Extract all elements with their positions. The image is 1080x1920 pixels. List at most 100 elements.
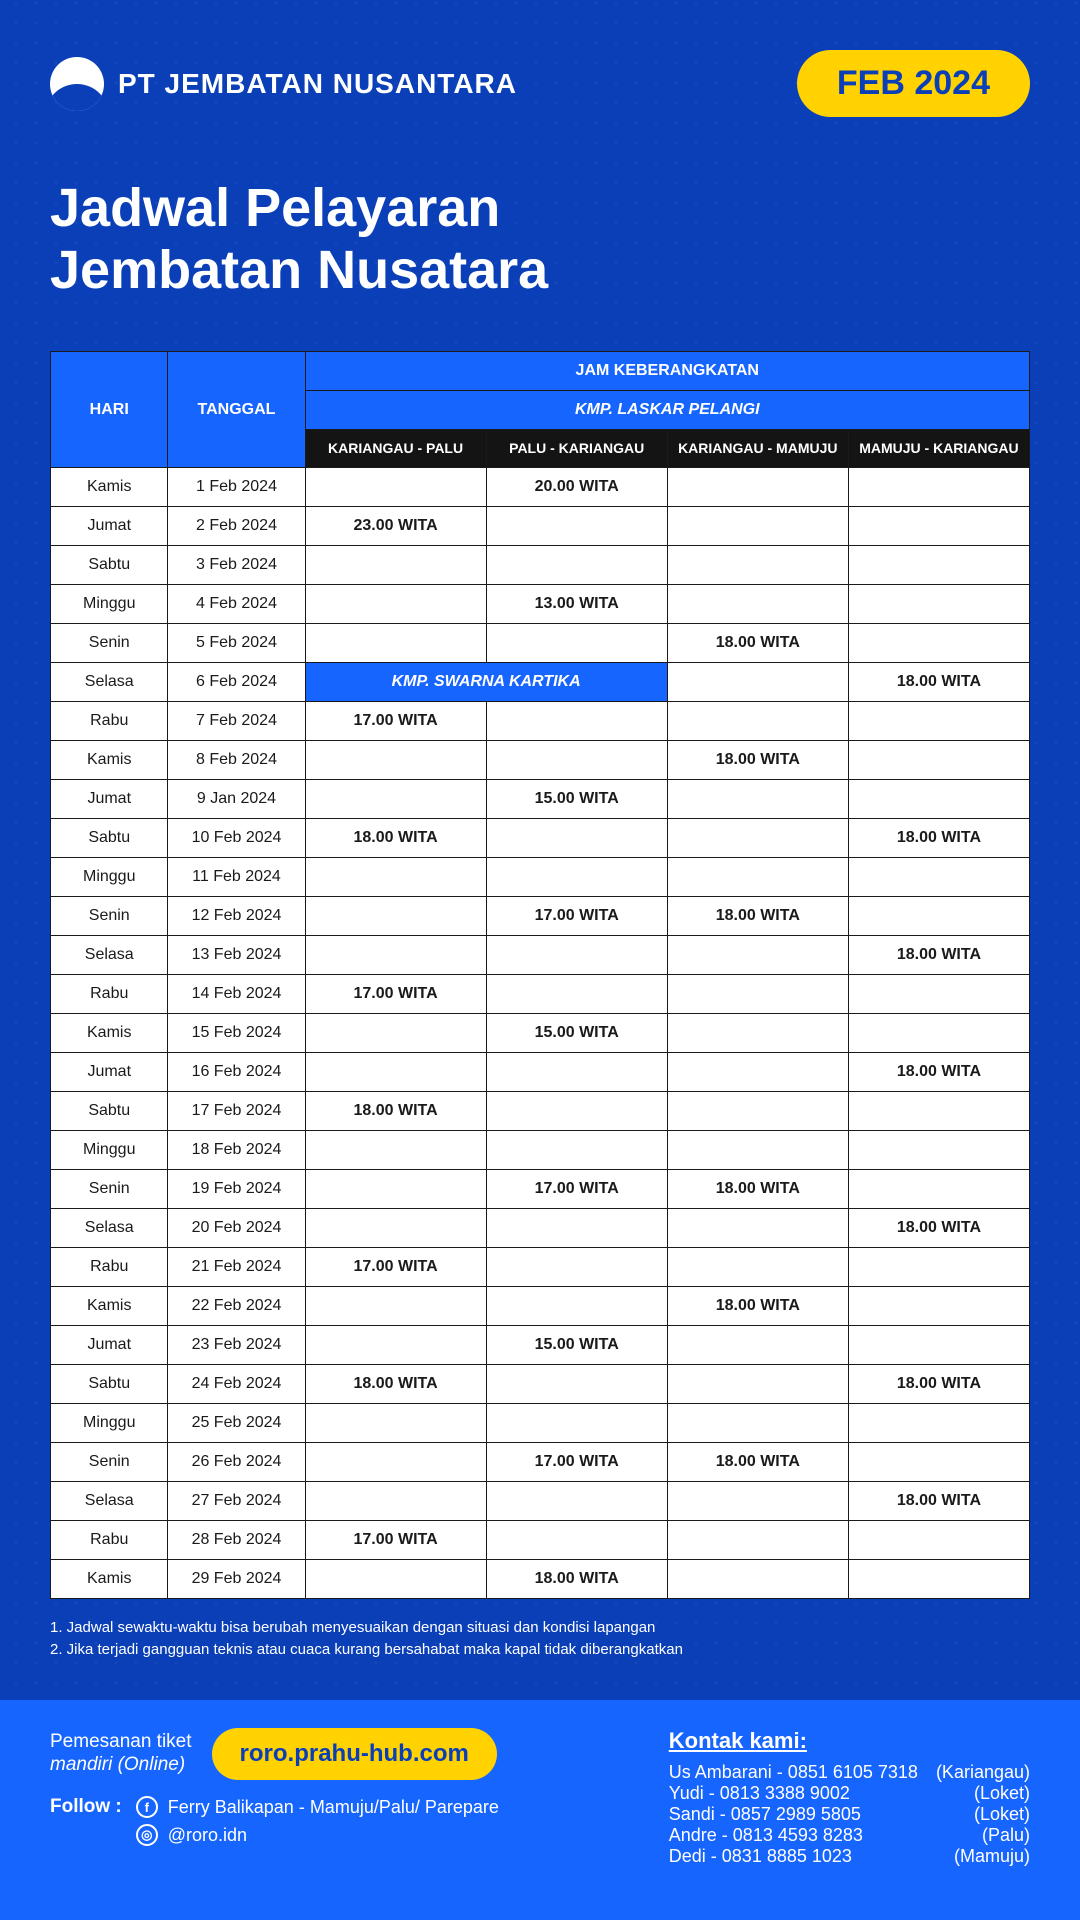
cell-time: [667, 506, 848, 545]
cell-time: [486, 1247, 667, 1286]
cell-time: [848, 896, 1029, 935]
cell-day: Kamis: [51, 467, 168, 506]
instagram-icon: ◎: [136, 1824, 158, 1846]
facebook-link[interactable]: f Ferry Balikapan - Mamuju/Palu/ Parepar…: [136, 1796, 499, 1818]
cell-time: [486, 1481, 667, 1520]
contact-name: Dedi - 0831 8885 1023: [669, 1846, 852, 1867]
cell-day: Sabtu: [51, 818, 168, 857]
cell-time: [667, 974, 848, 1013]
cell-time: [305, 623, 486, 662]
footer-left: Pemesanan tiket mandiri (Online) roro.pr…: [50, 1728, 499, 1892]
cell-time: [486, 740, 667, 779]
contact-location: (Loket): [974, 1783, 1030, 1804]
cell-time: [667, 935, 848, 974]
cell-time: [848, 467, 1029, 506]
table-row: Senin26 Feb 202417.00 WITA18.00 WITA: [51, 1442, 1030, 1481]
cell-date: 19 Feb 2024: [168, 1169, 305, 1208]
hdr-departure: JAM KEBERANGKATAN: [305, 352, 1029, 391]
cell-time: [667, 1052, 848, 1091]
cell-date: 8 Feb 2024: [168, 740, 305, 779]
cell-day: Minggu: [51, 1130, 168, 1169]
cell-time: [848, 974, 1029, 1013]
cell-date: 7 Feb 2024: [168, 701, 305, 740]
cell-time: [848, 623, 1029, 662]
cell-time: [305, 1481, 486, 1520]
cell-date: 29 Feb 2024: [168, 1559, 305, 1598]
cell-time: [848, 1247, 1029, 1286]
table-row: Jumat23 Feb 202415.00 WITA: [51, 1325, 1030, 1364]
cell-day: Rabu: [51, 974, 168, 1013]
cell-time: 17.00 WITA: [486, 896, 667, 935]
cell-time: [667, 1247, 848, 1286]
cell-time: [667, 1364, 848, 1403]
cell-date: 22 Feb 2024: [168, 1286, 305, 1325]
cell-date: 21 Feb 2024: [168, 1247, 305, 1286]
table-row: Sabtu3 Feb 2024: [51, 545, 1030, 584]
cell-date: 3 Feb 2024: [168, 545, 305, 584]
cell-day: Senin: [51, 1442, 168, 1481]
cell-date: 1 Feb 2024: [168, 467, 305, 506]
cell-time: [486, 1208, 667, 1247]
contact-name: Sandi - 0857 2989 5805: [669, 1804, 861, 1825]
contact-row: Dedi - 0831 8885 1023(Mamuju): [669, 1846, 1030, 1867]
cell-time: [667, 662, 848, 701]
cell-time: [848, 1286, 1029, 1325]
table-row: Minggu4 Feb 202413.00 WITA: [51, 584, 1030, 623]
cell-time: [486, 1052, 667, 1091]
contact-row: Andre - 0813 4593 8283(Palu): [669, 1825, 1030, 1846]
cell-time: [305, 935, 486, 974]
facebook-icon: f: [136, 1796, 158, 1818]
cell-time: 18.00 WITA: [486, 1559, 667, 1598]
booking-label: Pemesanan tiket mandiri (Online): [50, 1731, 192, 1777]
table-row: Kamis22 Feb 202418.00 WITA: [51, 1286, 1030, 1325]
cell-time: [667, 857, 848, 896]
cell-time: [305, 584, 486, 623]
cell-day: Selasa: [51, 662, 168, 701]
cell-day: Kamis: [51, 1286, 168, 1325]
cell-time: [848, 1559, 1029, 1598]
note-1: 1. Jadwal sewaktu-waktu bisa berubah men…: [50, 1617, 1030, 1640]
schedule-table: HARI TANGGAL JAM KEBERANGKATAN KMP. LASK…: [50, 351, 1030, 1599]
cell-date: 28 Feb 2024: [168, 1520, 305, 1559]
cell-time: [848, 740, 1029, 779]
hdr-ship: KMP. LASKAR PELANGI: [305, 391, 1029, 430]
cell-time: 17.00 WITA: [305, 1520, 486, 1559]
page-header: PT JEMBATAN NUSANTARA FEB 2024: [50, 50, 1030, 117]
cell-time: [848, 779, 1029, 818]
cell-time: [848, 1325, 1029, 1364]
table-row: Minggu25 Feb 2024: [51, 1403, 1030, 1442]
cell-time: [848, 1442, 1029, 1481]
cell-date: 10 Feb 2024: [168, 818, 305, 857]
contact-location: (Palu): [982, 1825, 1030, 1846]
cell-time: [486, 1364, 667, 1403]
cell-time: 15.00 WITA: [486, 1013, 667, 1052]
table-row: Selasa20 Feb 202418.00 WITA: [51, 1208, 1030, 1247]
cell-time: [848, 857, 1029, 896]
cell-time: [667, 1091, 848, 1130]
cell-time: [305, 857, 486, 896]
cell-time: [486, 974, 667, 1013]
cell-time: [667, 779, 848, 818]
cell-time: [667, 818, 848, 857]
cell-date: 25 Feb 2024: [168, 1403, 305, 1442]
cell-time: [305, 1325, 486, 1364]
cell-time: 18.00 WITA: [667, 740, 848, 779]
cell-day: Senin: [51, 896, 168, 935]
follow-label: Follow :: [50, 1796, 122, 1818]
cell-time: 18.00 WITA: [848, 935, 1029, 974]
cell-time: [848, 545, 1029, 584]
title-line-1: Jadwal Pelayaran: [50, 178, 500, 238]
cell-time: [848, 701, 1029, 740]
cell-time: 23.00 WITA: [305, 506, 486, 545]
instagram-link[interactable]: ◎ @roro.idn: [136, 1824, 499, 1846]
cell-day: Senin: [51, 623, 168, 662]
table-row: Selasa13 Feb 202418.00 WITA: [51, 935, 1030, 974]
booking-url[interactable]: roro.prahu-hub.com: [212, 1728, 497, 1780]
route-0: KARIANGAU - PALU: [305, 430, 486, 468]
cell-day: Kamis: [51, 1013, 168, 1052]
cell-time: [848, 1403, 1029, 1442]
cell-day: Senin: [51, 1169, 168, 1208]
table-row: Kamis1 Feb 202420.00 WITA: [51, 467, 1030, 506]
cell-time: [667, 1559, 848, 1598]
company-name: PT JEMBATAN NUSANTARA: [118, 68, 517, 100]
